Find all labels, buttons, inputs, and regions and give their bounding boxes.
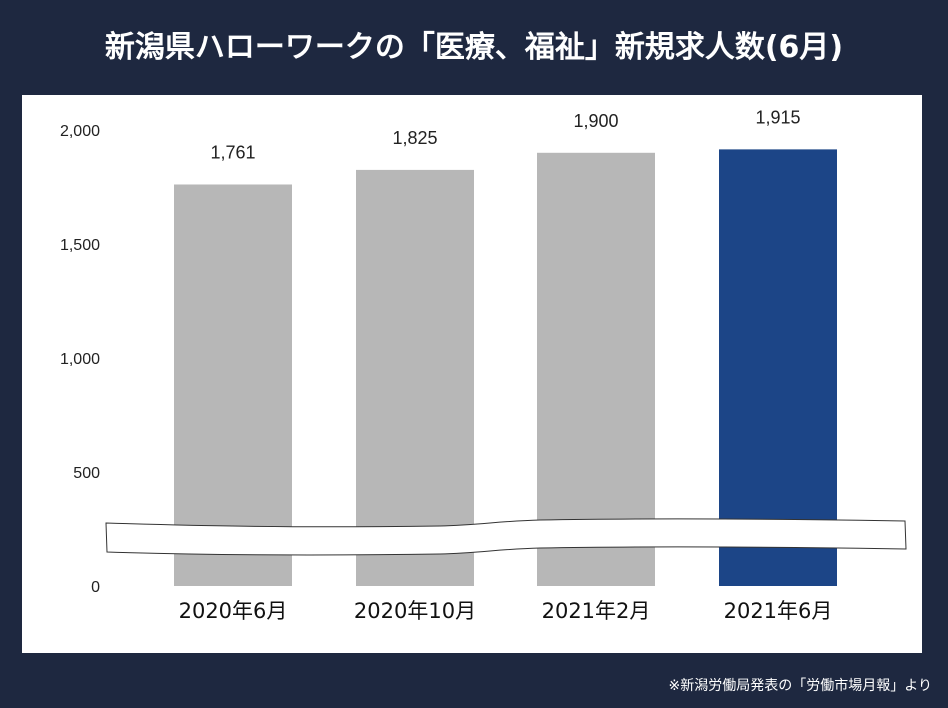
x-tick-label: 2020年10月 [354,599,476,623]
axis-break-band [105,518,907,556]
bar [537,152,655,587]
y-tick-label: 1,000 [60,351,100,368]
data-label: 1,900 [573,111,618,131]
bar [174,184,292,586]
data-label: 1,825 [392,128,437,148]
bar [356,169,474,586]
y-tick-label: 500 [73,465,100,482]
x-tick-label: 2020年6月 [179,599,288,623]
source-note: ※新潟労働局発表の「労働市場月報」より [668,678,932,694]
bar [719,149,837,586]
y-tick-label: 2,000 [60,123,100,140]
data-label: 1,915 [755,107,800,127]
x-tick-label: 2021年6月 [724,599,833,623]
x-tick-label: 2021年2月 [542,599,651,623]
y-tick-label: 0 [91,579,100,596]
data-label: 1,761 [210,142,255,162]
page-title: 新潟県ハローワークの「医療、福祉」新規求人数(6月) [104,30,844,65]
y-tick-label: 1,500 [60,237,100,254]
